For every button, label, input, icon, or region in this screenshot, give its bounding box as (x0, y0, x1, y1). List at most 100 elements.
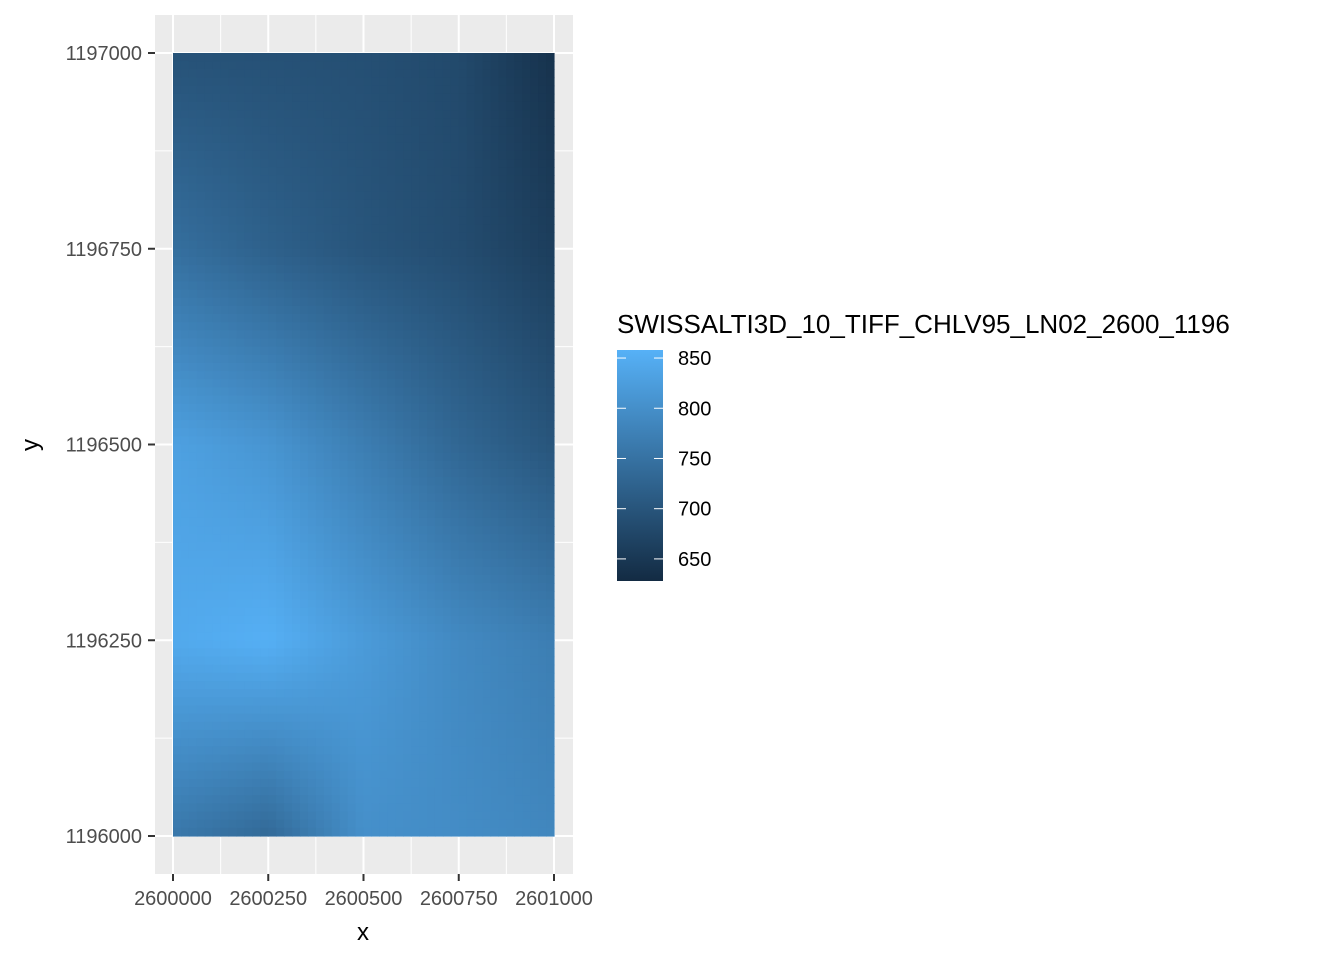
raster-cell (387, 713, 396, 723)
raster-cell (228, 175, 238, 185)
raster-cell (514, 664, 523, 674)
raster-cell (442, 216, 452, 225)
raster-cell (371, 387, 380, 397)
raster-cell (490, 346, 500, 356)
raster-cell (490, 738, 500, 747)
raster-cell (434, 216, 444, 225)
raster-cell (347, 501, 357, 511)
raster-cell (260, 738, 269, 747)
raster-cell (292, 420, 301, 429)
raster-cell (538, 558, 547, 568)
raster-cell (252, 110, 261, 119)
raster-cell (173, 289, 182, 299)
raster-cell (212, 729, 222, 739)
raster-cell (268, 61, 277, 70)
raster-cell (180, 346, 190, 356)
raster-cell (331, 330, 341, 340)
raster-cell (506, 379, 515, 389)
raster-cell (450, 232, 460, 242)
raster-cell (244, 265, 253, 274)
raster-cell (498, 191, 507, 201)
raster-cell (315, 762, 325, 772)
raster-cell (252, 436, 261, 446)
raster-cell (379, 330, 388, 340)
raster-cell (403, 672, 412, 682)
raster-cell (180, 379, 190, 389)
raster-cell (506, 623, 515, 633)
raster-cell (220, 232, 230, 242)
raster-cell (204, 803, 214, 813)
raster-cell (466, 648, 476, 658)
raster-cell (395, 322, 404, 331)
raster-cell (434, 778, 444, 788)
raster-cell (252, 738, 261, 747)
raster-cell (220, 819, 230, 829)
raster-cell (427, 738, 436, 747)
raster-cell (315, 640, 325, 650)
raster-cell (228, 420, 238, 429)
raster-cell (284, 175, 293, 185)
raster-cell (371, 240, 380, 250)
raster-cell (522, 444, 531, 454)
raster-cell (387, 452, 396, 462)
raster-cell (482, 664, 492, 674)
raster-cell (228, 256, 238, 266)
raster-cell (442, 69, 452, 79)
raster-cell (482, 199, 492, 209)
raster-cell (236, 681, 246, 690)
raster-cell (180, 517, 190, 527)
raster-cell (538, 787, 547, 796)
raster-cell (244, 672, 253, 682)
raster-cell (514, 240, 523, 250)
raster-cell (276, 509, 285, 519)
raster-cell (260, 53, 269, 62)
raster-cell (268, 77, 277, 87)
raster-cell (244, 199, 253, 209)
raster-cell (395, 819, 404, 829)
raster-cell (442, 444, 452, 454)
raster-cell (411, 640, 420, 650)
raster-cell (300, 354, 309, 364)
raster-cell (442, 738, 452, 747)
raster-cell (212, 240, 222, 250)
raster-cell (188, 142, 198, 152)
raster-cell (442, 460, 452, 470)
raster-cell (284, 314, 293, 323)
raster-cell (268, 85, 277, 95)
raster-cell (252, 240, 261, 250)
raster-cell (323, 754, 333, 764)
raster-cell (220, 150, 230, 160)
raster-cell (450, 460, 460, 470)
raster-cell (482, 599, 492, 609)
raster-cell (331, 126, 341, 136)
raster-cell (506, 77, 515, 87)
raster-cell (514, 305, 523, 315)
raster-cell (339, 444, 349, 454)
raster-cell (522, 778, 531, 788)
raster-cell (307, 118, 317, 128)
raster-cell (522, 362, 531, 372)
raster-cell (339, 379, 349, 389)
raster-cell (490, 314, 500, 323)
raster-cell (395, 411, 404, 421)
raster-cell (490, 770, 500, 780)
raster-cell (276, 93, 285, 103)
raster-cell (506, 61, 515, 70)
raster-cell (403, 493, 412, 503)
raster-cell (466, 713, 476, 723)
raster-cell (347, 61, 357, 70)
raster-cell (522, 623, 531, 633)
raster-cell (371, 175, 380, 185)
raster-cell (180, 452, 190, 462)
raster-cell (387, 395, 396, 405)
raster-cell (419, 428, 428, 437)
raster-cell (315, 648, 325, 658)
raster-cell (323, 224, 333, 234)
raster-cell (260, 803, 269, 813)
raster-cell (244, 248, 253, 258)
axes: 2600000 2600250 2600500 2600750 260100011970… (66, 43, 593, 910)
raster-cell (411, 53, 420, 62)
raster-cell (204, 721, 214, 731)
raster-cell (482, 191, 492, 201)
raster-cell (323, 77, 333, 87)
